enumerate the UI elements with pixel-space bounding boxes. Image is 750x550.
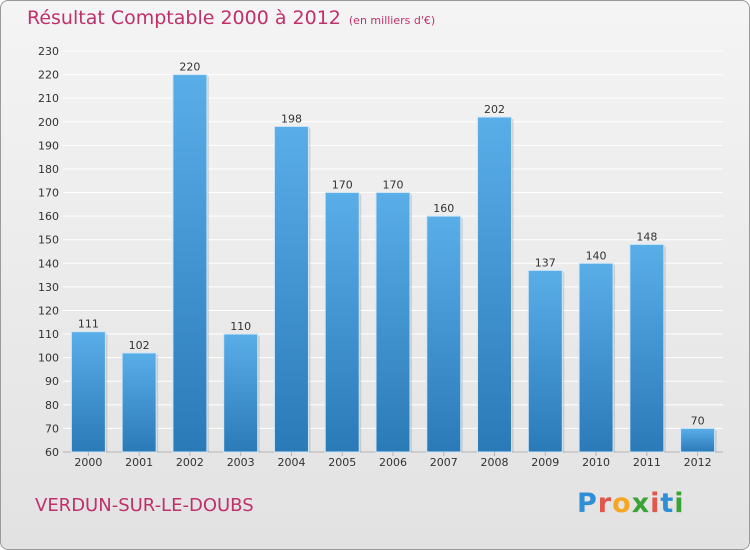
y-tick-label: 210 (38, 92, 59, 105)
y-tick-label: 220 (38, 69, 59, 82)
logo-letter: i (650, 488, 661, 519)
x-tick-label: 2005 (328, 456, 356, 469)
data-label: 148 (636, 230, 657, 243)
logo-letter: P (577, 488, 598, 519)
y-tick-label: 90 (45, 375, 59, 388)
x-tick-label: 2010 (582, 456, 610, 469)
y-tick-label: 180 (38, 163, 59, 176)
y-tick-label: 80 (45, 399, 59, 412)
y-tick-label: 190 (38, 139, 59, 152)
bar (223, 333, 259, 453)
x-tick-label: 2001 (125, 456, 153, 469)
x-tick-label: 2003 (227, 456, 255, 469)
x-tick-label: 2007 (430, 456, 458, 469)
y-tick-label: 70 (45, 422, 59, 435)
data-label: 137 (535, 256, 556, 269)
bar (629, 243, 665, 453)
commune-name: VERDUN-SUR-LE-DOUBS (35, 495, 254, 516)
data-label: 202 (484, 103, 505, 116)
y-tick-label: 150 (38, 234, 59, 247)
x-tick-label: 2012 (684, 456, 712, 469)
y-tick-label: 170 (38, 187, 59, 200)
data-label: 198 (281, 112, 302, 125)
logo-letter: o (612, 488, 632, 519)
data-label: 110 (230, 320, 251, 333)
y-tick-label: 230 (38, 45, 59, 58)
data-label: 160 (433, 202, 454, 215)
bar (375, 192, 411, 453)
x-tick-label: 2000 (74, 456, 102, 469)
proxiti-logo: Proxiti (577, 488, 685, 519)
x-tick-label: 2011 (633, 456, 661, 469)
bar (273, 125, 309, 453)
y-tick-label: 60 (45, 446, 59, 459)
y-tick-label: 120 (38, 304, 59, 317)
y-tick-label: 140 (38, 257, 59, 270)
data-label: 111 (78, 318, 99, 331)
logo-letter: r (597, 488, 613, 519)
data-label: 170 (383, 179, 404, 192)
y-tick-label: 100 (38, 352, 59, 365)
bar (527, 269, 563, 453)
x-tick-label: 2006 (379, 456, 407, 469)
y-tick-label: 130 (38, 281, 59, 294)
data-label: 140 (586, 249, 607, 262)
data-label: 102 (129, 339, 150, 352)
x-tick-label: 2008 (481, 456, 509, 469)
y-tick-label: 200 (38, 116, 59, 129)
title-text: Résultat Comptable 2000 à 2012 (27, 7, 341, 29)
x-tick-label: 2004 (277, 456, 305, 469)
data-label: 220 (179, 61, 200, 74)
x-tick-label: 2009 (531, 456, 559, 469)
logo-letter: i (674, 488, 685, 519)
bar (680, 427, 716, 453)
bar (121, 352, 157, 453)
chart-title: Résultat Comptable 2000 à 2012 (en millie… (27, 7, 435, 29)
x-tick-label: 2002 (176, 456, 204, 469)
bar (70, 331, 106, 453)
bar (578, 262, 614, 453)
y-tick-label: 160 (38, 210, 59, 223)
bar (324, 192, 360, 453)
data-label: 170 (332, 179, 353, 192)
unit-note: (en milliers d'€) (348, 14, 436, 27)
bar (172, 74, 208, 453)
bar (426, 215, 462, 453)
logo-letter: t (660, 488, 675, 519)
y-tick-label: 110 (38, 328, 59, 341)
logo-letter: x (631, 488, 651, 519)
bar (477, 116, 513, 453)
data-label: 70 (691, 414, 705, 427)
